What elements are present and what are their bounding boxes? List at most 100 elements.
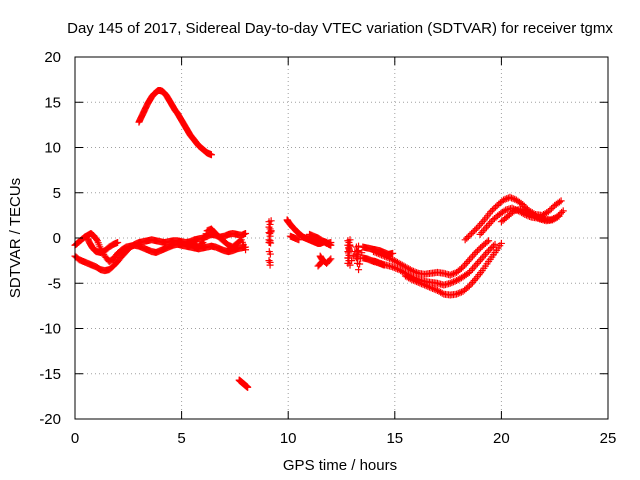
data-point (419, 280, 427, 288)
data-point (421, 281, 429, 289)
data-point (469, 265, 477, 273)
data-point (472, 248, 480, 256)
data-point (473, 247, 481, 255)
data-point (485, 237, 493, 245)
data-point (422, 282, 430, 290)
series-arc-ten-twelve (283, 216, 335, 270)
data-point (464, 283, 472, 291)
data-point (408, 276, 416, 284)
data-point (409, 276, 417, 284)
data-point (392, 264, 400, 272)
data-point (374, 250, 382, 258)
data-point (448, 270, 456, 278)
data-point (457, 264, 465, 272)
data-point (534, 214, 542, 222)
data-point (379, 252, 387, 260)
data-point (265, 257, 273, 265)
data-point (474, 223, 482, 231)
data-point (381, 252, 389, 260)
data-point (506, 193, 514, 201)
data-point (327, 239, 335, 247)
data-point (487, 218, 495, 226)
data-point (461, 236, 469, 244)
data-points (71, 86, 567, 391)
x-tick-label: 25 (600, 430, 617, 447)
data-point (382, 253, 390, 261)
data-point (348, 257, 356, 265)
data-point (483, 238, 491, 246)
data-point (242, 246, 250, 254)
data-point (454, 289, 462, 297)
data-point (389, 263, 397, 271)
data-point (198, 240, 206, 248)
data-point (467, 254, 475, 262)
data-point (468, 229, 476, 237)
data-point (475, 245, 483, 253)
series-arc-twenty-twentythree (461, 193, 567, 244)
grid-lines (75, 57, 608, 419)
data-point (201, 233, 209, 241)
y-tick-label: 20 (44, 49, 61, 66)
data-point (355, 266, 363, 274)
y-tick-label: -10 (39, 321, 61, 338)
data-point (446, 271, 454, 279)
y-tick-label: 15 (44, 94, 61, 111)
data-point (485, 247, 493, 255)
data-point (244, 383, 252, 391)
data-point (476, 221, 484, 229)
data-point (478, 254, 486, 262)
data-point (486, 245, 494, 253)
data-point (414, 278, 422, 286)
data-point (207, 151, 215, 159)
data-point (489, 242, 497, 250)
data-point (373, 249, 381, 257)
data-point (472, 225, 480, 233)
data-point (463, 234, 471, 242)
data-point (449, 278, 457, 286)
data-point (555, 198, 563, 206)
data-point (438, 289, 446, 297)
data-point (411, 268, 419, 276)
data-point (358, 249, 366, 257)
data-point (406, 266, 414, 274)
data-point (488, 244, 496, 252)
data-point (369, 248, 377, 256)
data-point (486, 220, 494, 228)
data-point (427, 284, 435, 292)
data-point (473, 259, 481, 267)
data-point (377, 251, 385, 259)
y-tick-label: -20 (39, 411, 61, 428)
data-point (409, 267, 417, 275)
data-point (451, 277, 459, 285)
x-tick-label: 5 (177, 430, 185, 447)
data-point (508, 194, 516, 202)
series-arc-nine (265, 217, 275, 269)
series-arc-fifteen-nineteen-upper (369, 237, 493, 279)
data-point (477, 244, 485, 252)
data-point (390, 264, 398, 272)
data-point (462, 259, 470, 267)
y-tick-label: 5 (53, 185, 61, 202)
y-tick-label: -15 (39, 366, 61, 383)
data-point (482, 223, 490, 231)
data-point (93, 236, 101, 244)
data-point (371, 248, 379, 256)
data-point (469, 252, 477, 260)
data-point (467, 280, 475, 288)
data-point (266, 261, 274, 269)
x-tick-label: 10 (280, 430, 297, 447)
data-point (553, 213, 561, 221)
y-tick-label: -5 (48, 275, 61, 292)
data-point (559, 207, 567, 215)
y-axis-label: SDTVAR / TECUs (7, 178, 24, 298)
data-point (500, 207, 508, 215)
data-point (416, 279, 424, 287)
data-point (376, 250, 384, 258)
data-point (267, 227, 275, 235)
data-point (317, 259, 325, 267)
data-point (430, 285, 438, 293)
data-point (266, 250, 274, 258)
y-tick-label: 10 (44, 140, 61, 157)
data-point (509, 195, 517, 203)
data-point (413, 278, 421, 286)
